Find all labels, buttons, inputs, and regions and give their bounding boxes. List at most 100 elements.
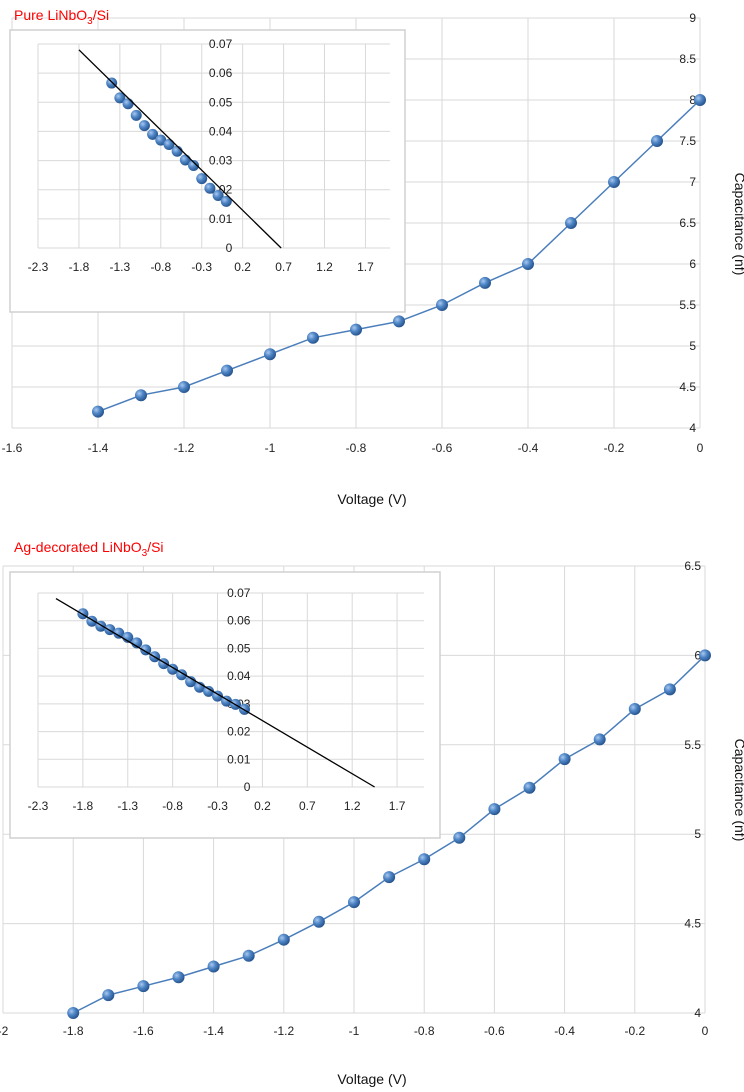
inset-y-tick-label: 0.06 — [209, 66, 233, 80]
inset-data-point — [113, 627, 125, 639]
inset-x-tick-label: -1.8 — [69, 260, 90, 274]
inset-data-point — [163, 139, 175, 151]
title-main: Ag-decorated LiNbO — [14, 539, 142, 555]
x-tick-label: 0 — [697, 441, 704, 455]
data-point — [307, 331, 319, 344]
inset-x-tick-label: -0.3 — [191, 260, 212, 274]
data-point — [221, 364, 233, 377]
y-tick-label: 7.5 — [679, 134, 696, 148]
inset-y-tick-label: 0.06 — [227, 614, 251, 628]
inset-data-point — [147, 128, 159, 140]
data-point — [312, 915, 325, 928]
inset-x-tick-label: 1.2 — [344, 799, 361, 813]
x-tick-label: -1.6 — [2, 441, 23, 455]
inset-data-point — [212, 190, 224, 202]
inset-x-tick-label: 1.7 — [389, 799, 406, 813]
inset-data-point — [185, 676, 197, 688]
x-tick-label: -1.6 — [133, 1024, 154, 1038]
inset-x-tick-label: 1.2 — [316, 260, 333, 274]
y-tick-label: 8 — [689, 93, 696, 107]
inset-x-tick-label: -0.8 — [150, 260, 171, 274]
x-tick-label: -0.2 — [604, 441, 625, 455]
data-point — [699, 649, 711, 662]
y-tick-label: 4.5 — [684, 917, 701, 931]
data-point — [207, 960, 220, 973]
inset-x-tick-label: -1.3 — [117, 799, 138, 813]
data-point — [67, 1007, 80, 1019]
title-subscript: 3 — [87, 16, 93, 27]
inset-data-point — [203, 685, 215, 697]
data-point — [172, 971, 185, 984]
data-point — [102, 989, 115, 1002]
data-point — [418, 853, 431, 866]
x-tick-label: -0.8 — [414, 1024, 435, 1038]
data-point — [628, 703, 641, 716]
x-tick-label: -0.4 — [554, 1024, 575, 1038]
inset-data-point — [196, 173, 208, 185]
inset-data-point — [131, 637, 143, 649]
inset-x-tick-label: -2.3 — [28, 799, 49, 813]
data-point — [523, 781, 536, 794]
inset-y-tick-label: 0.01 — [227, 752, 251, 766]
inset-data-point — [138, 120, 150, 132]
data-point — [135, 389, 147, 402]
x-tick-label: -0.2 — [624, 1024, 645, 1038]
x-tick-label: 0 — [702, 1024, 709, 1038]
inset-y-tick-label: 0.01 — [209, 212, 233, 226]
title-subscript: 3 — [142, 548, 148, 559]
inset-y-tick-label: 0.05 — [227, 641, 251, 655]
y-tick-label: 9 — [689, 11, 696, 25]
data-point — [436, 299, 448, 311]
inset-y-tick-label: 0.07 — [209, 37, 233, 51]
y-tick-label: 5.5 — [684, 738, 701, 752]
inset-data-point — [106, 77, 118, 89]
data-point — [522, 258, 534, 270]
data-point — [348, 896, 360, 909]
inset-x-tick-label: 0.7 — [299, 799, 316, 813]
y-axis-label: Capacitance (nf) — [732, 173, 744, 276]
inset-y-tick-label: 0.04 — [227, 669, 251, 683]
x-axis-label: Voltage (V) — [337, 491, 406, 507]
y-tick-label: 6.5 — [679, 216, 696, 230]
inset-x-tick-label: -0.8 — [162, 799, 183, 813]
data-point — [264, 348, 276, 361]
x-tick-label: -1 — [349, 1024, 360, 1038]
data-point — [565, 217, 577, 229]
y-tick-label: 4.5 — [679, 380, 696, 394]
inset-y-tick-label: 0.04 — [209, 124, 233, 138]
x-tick-label: -2 — [0, 1024, 9, 1038]
inset-x-tick-label: -1.8 — [73, 799, 94, 813]
inset-frame — [9, 29, 406, 313]
data-point — [558, 753, 571, 766]
inset-data-point — [212, 690, 224, 702]
inset-y-tick-label: 0.02 — [227, 725, 251, 739]
data-point — [663, 683, 676, 696]
inset-fit-line — [55, 597, 375, 788]
y-tick-label: 6 — [689, 257, 696, 271]
y-tick-label: 6 — [694, 648, 701, 662]
y-tick-label: 5 — [694, 827, 701, 841]
inset-y-tick-label: 0 — [244, 780, 251, 794]
chart-title: Pure LiNbO3/Si — [14, 7, 109, 27]
data-point — [453, 831, 466, 844]
y-tick-label: 5 — [689, 339, 696, 353]
data-point — [277, 933, 290, 946]
inset-y-tick-label: 0 — [226, 241, 233, 255]
x-tick-label: -1.2 — [273, 1024, 294, 1038]
inset-data-point — [171, 145, 183, 157]
data-point — [608, 176, 620, 188]
x-tick-label: -1 — [265, 441, 276, 455]
x-tick-label: -0.6 — [432, 441, 453, 455]
inset-data-point — [114, 92, 126, 104]
inset-y-tick-label: 0.03 — [209, 154, 233, 168]
inset-data-point — [188, 160, 200, 172]
y-axis-label: Capacitance (nf) — [732, 739, 744, 842]
inset-x-tick-label: -1.3 — [110, 260, 131, 274]
inset-data-point — [204, 182, 216, 194]
inset-data-point — [176, 669, 188, 681]
data-point — [651, 135, 663, 147]
x-tick-label: -0.8 — [346, 441, 367, 455]
title-main: Pure LiNbO — [14, 7, 87, 23]
title-rest: /Si — [93, 7, 109, 23]
